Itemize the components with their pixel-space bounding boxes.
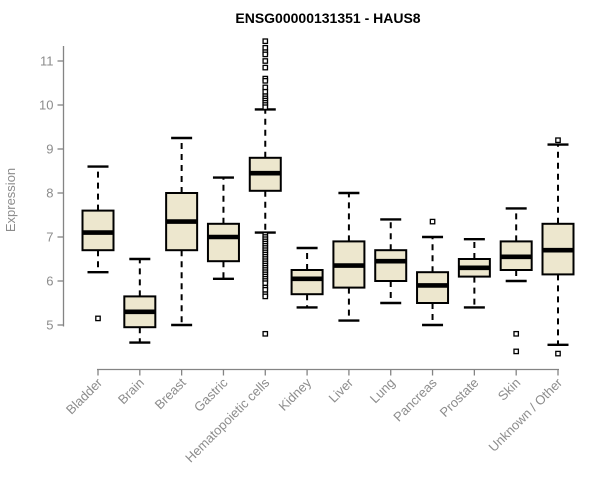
box-kidney bbox=[290, 246, 324, 309]
box-pancreas bbox=[416, 218, 450, 327]
y-tick-label: 10 bbox=[39, 98, 53, 113]
y-axis-label: Expression bbox=[3, 168, 18, 232]
boxplot-series bbox=[81, 38, 575, 357]
x-tick-label: Bladder bbox=[63, 375, 106, 418]
box-prostate bbox=[457, 237, 491, 309]
x-tick-label: Gastric bbox=[191, 375, 231, 415]
box-unknown-other bbox=[541, 137, 575, 357]
outlier-point bbox=[262, 293, 269, 300]
outlier-point bbox=[429, 218, 436, 225]
outlier-point bbox=[262, 58, 269, 64]
outlier-point bbox=[262, 286, 269, 293]
x-tick-label: Prostate bbox=[437, 375, 482, 420]
box-gastric bbox=[206, 176, 240, 280]
x-tick-label: Kidney bbox=[275, 375, 314, 414]
iqr-box bbox=[206, 222, 240, 263]
box-breast bbox=[165, 136, 199, 327]
outlier-point bbox=[262, 38, 269, 45]
outlier-point bbox=[262, 88, 269, 95]
iqr-box bbox=[290, 269, 324, 296]
y-tick-label: 6 bbox=[46, 274, 53, 289]
x-tick-label: Lung bbox=[367, 375, 398, 406]
y-tick-label: 8 bbox=[46, 186, 53, 201]
y-tick-label: 7 bbox=[46, 230, 53, 245]
outlier-point bbox=[262, 280, 269, 287]
x-tick-label: Breast bbox=[152, 375, 189, 412]
outlier-point bbox=[262, 51, 269, 58]
box-hematopoietic-cells bbox=[248, 38, 282, 337]
box-lung bbox=[374, 218, 408, 305]
outlier-point bbox=[262, 84, 269, 91]
outlier-point bbox=[95, 315, 101, 322]
box-liver bbox=[332, 191, 366, 322]
y-tick-label: 5 bbox=[46, 318, 53, 333]
x-tick-label: Pancreas bbox=[390, 375, 440, 425]
outlier-point bbox=[262, 77, 269, 84]
y-tick-label: 11 bbox=[40, 54, 54, 69]
y-tick-label: 9 bbox=[46, 142, 53, 157]
box-bladder bbox=[81, 165, 115, 322]
outlier-point bbox=[513, 348, 520, 355]
outlier-point bbox=[262, 44, 269, 51]
outlier-point bbox=[555, 350, 561, 357]
box-brain bbox=[123, 257, 157, 344]
x-tick-label: Skin bbox=[495, 375, 523, 403]
outlier-point bbox=[262, 64, 269, 71]
x-tick-label: Liver bbox=[325, 375, 356, 406]
x-tick-label: Unknown / Other bbox=[486, 375, 566, 455]
chart-title: ENSG00000131351 - HAUS8 bbox=[235, 10, 420, 26]
outlier-point bbox=[262, 330, 269, 337]
outlier-point bbox=[262, 104, 269, 111]
outlier-point bbox=[555, 137, 561, 144]
x-tick-label: Brain bbox=[115, 375, 147, 407]
outlier-point bbox=[513, 330, 520, 337]
iqr-box bbox=[374, 249, 408, 282]
box-skin bbox=[499, 207, 533, 355]
